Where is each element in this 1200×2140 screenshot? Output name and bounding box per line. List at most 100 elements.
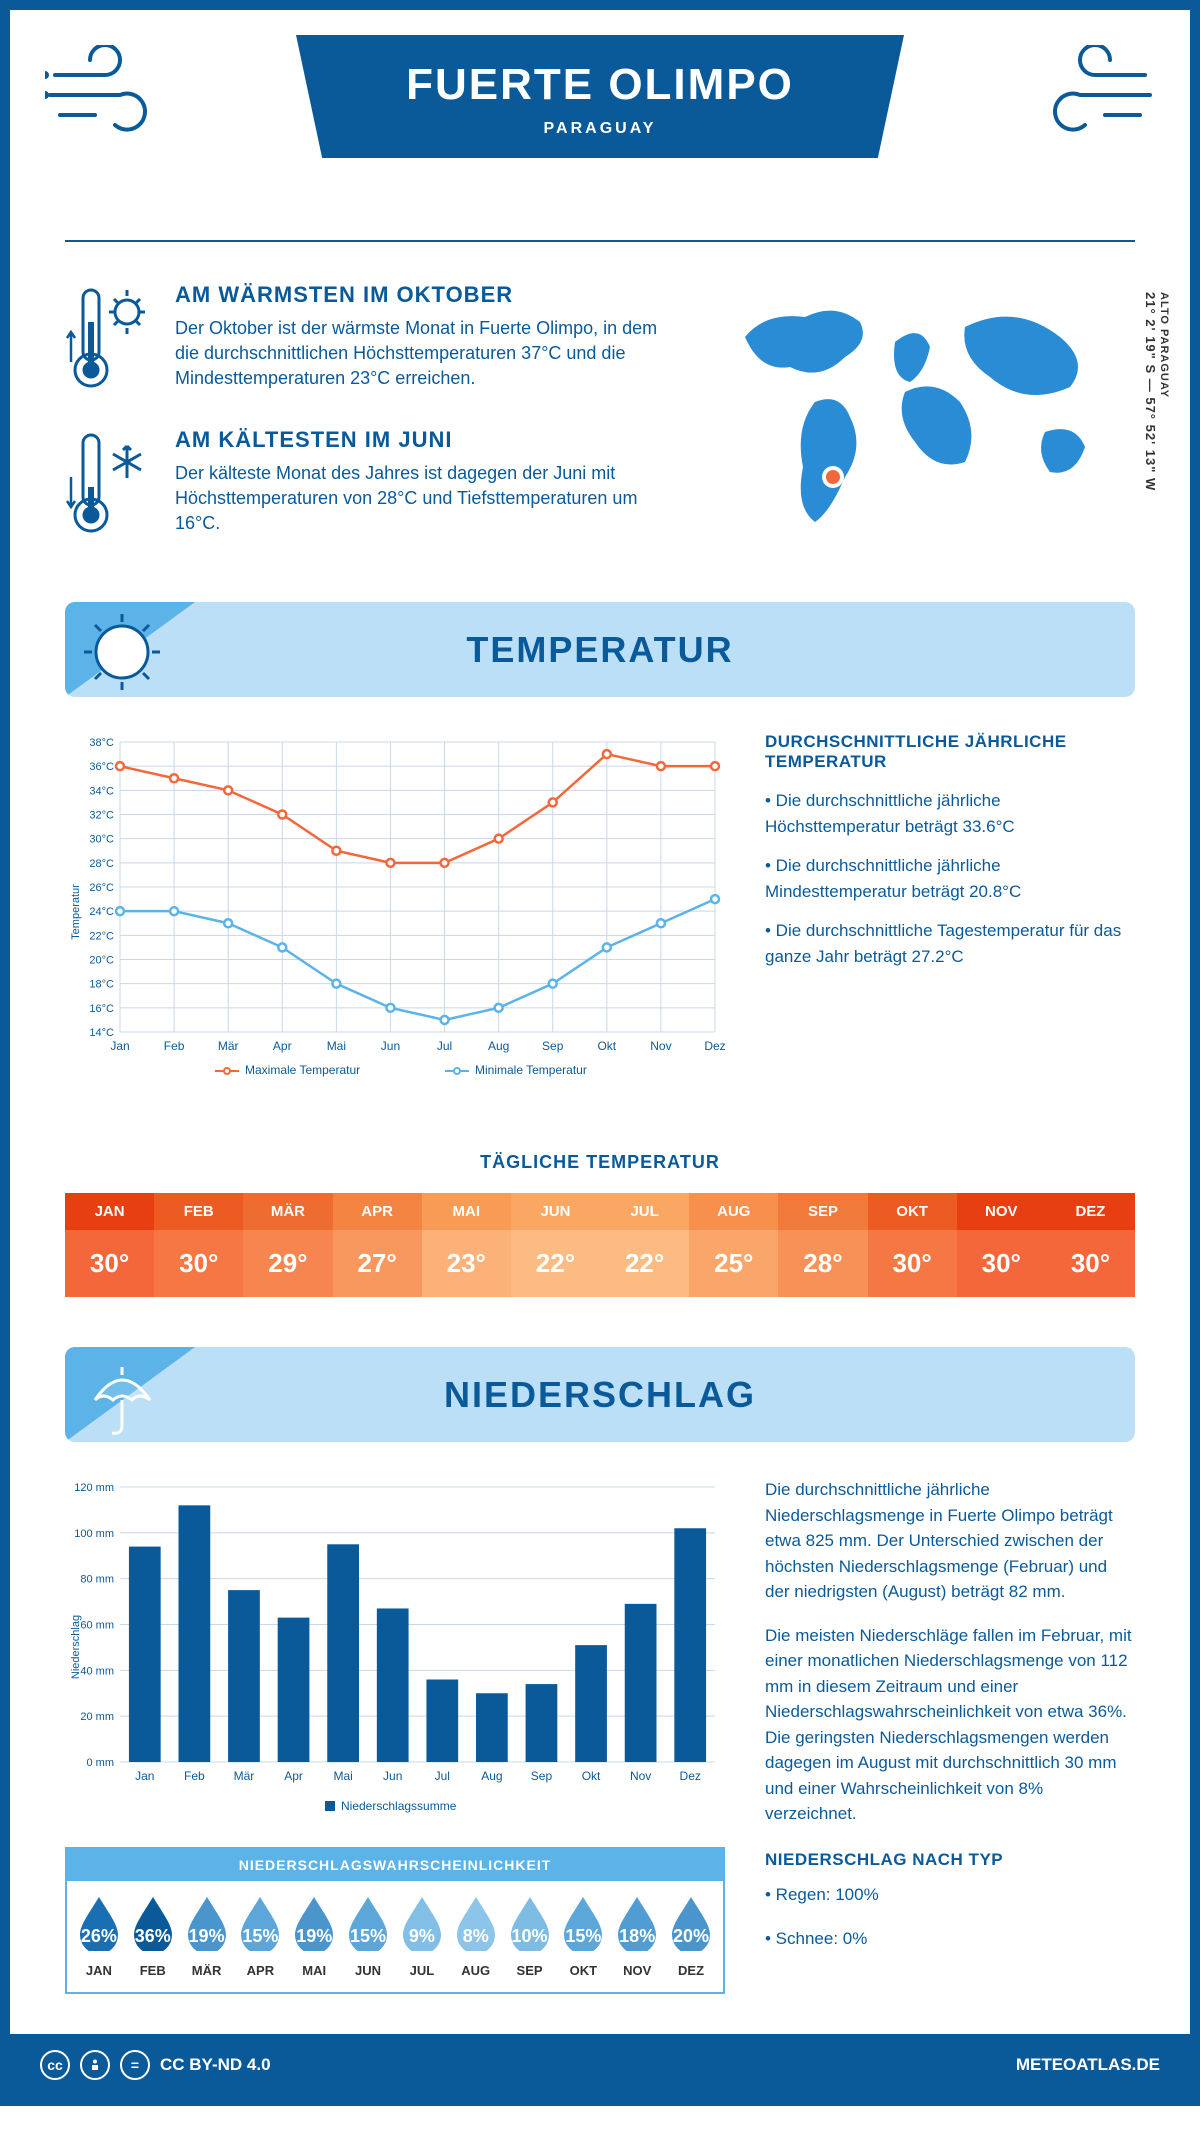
thermometer-snow-icon [65,427,155,537]
svg-text:22°C: 22°C [89,930,114,942]
svg-text:Niederschlag: Niederschlag [70,1615,82,1679]
svg-text:20°C: 20°C [89,955,114,967]
temperature-section-header: TEMPERATUR [65,602,1135,697]
footer: cc = CC BY-ND 4.0 METEOATLAS.DE [10,2034,1190,2096]
svg-text:60 mm: 60 mm [80,1620,114,1632]
prob-cell: 18%NOV [611,1895,663,1978]
wind-icon [45,45,165,145]
svg-text:30°C: 30°C [89,834,114,846]
svg-text:20 mm: 20 mm [80,1711,114,1723]
country-name: PARAGUAY [406,120,794,138]
warmest-fact: AM WÄRMSTEN IM OKTOBER Der Oktober ist d… [65,282,675,392]
svg-text:120 mm: 120 mm [74,1482,114,1494]
svg-text:Sep: Sep [531,1769,553,1783]
daily-col: FEB30° [154,1193,243,1297]
svg-text:80 mm: 80 mm [80,1574,114,1586]
svg-text:Jan: Jan [110,1039,129,1053]
coldest-fact: AM KÄLTESTEN IM JUNI Der kälteste Monat … [65,427,675,537]
prob-cell: 19%MÄR [181,1895,233,1978]
city-name: FUERTE OLIMPO [406,60,794,110]
svg-text:Jan: Jan [135,1769,154,1783]
fact-title: AM KÄLTESTEN IM JUNI [175,427,675,453]
svg-text:34°C: 34°C [89,785,114,797]
svg-text:Temperatur: Temperatur [70,884,82,940]
svg-text:40 mm: 40 mm [80,1665,114,1677]
coordinates: ALTO PARAGUAY 21° 2' 19" S — 57° 52' 13"… [1143,292,1170,491]
svg-text:Aug: Aug [488,1039,509,1053]
svg-text:Jul: Jul [437,1039,452,1053]
precip-probability-table: NIEDERSCHLAGSWAHRSCHEINLICHKEIT 26%JAN36… [65,1847,725,1994]
svg-text:Aug: Aug [481,1769,502,1783]
wind-icon [1035,45,1155,145]
svg-text:Jun: Jun [381,1039,400,1053]
svg-text:16°C: 16°C [89,1003,114,1015]
svg-text:Mär: Mär [218,1039,239,1053]
precip-section-header: NIEDERSCHLAG [65,1347,1135,1442]
prob-cell: 8%AUG [450,1895,502,1978]
svg-text:28°C: 28°C [89,858,114,870]
by-icon [80,2050,110,2080]
svg-text:Minimale Temperatur: Minimale Temperatur [475,1063,587,1077]
daily-col: OKT30° [868,1193,957,1297]
svg-text:Niederschlagssumme: Niederschlagssumme [341,1799,457,1813]
prob-cell: 19%MAI [288,1895,340,1978]
prob-cell: 15%APR [234,1895,286,1978]
cc-icon: cc [40,2050,70,2080]
svg-text:Dez: Dez [680,1769,701,1783]
svg-text:Mär: Mär [234,1769,255,1783]
prob-cell: 15%JUN [342,1895,394,1978]
svg-text:36°C: 36°C [89,761,114,773]
svg-text:Nov: Nov [630,1769,651,1783]
prob-cell: 36%FEB [127,1895,179,1978]
prob-cell: 26%JAN [73,1895,125,1978]
svg-text:Feb: Feb [164,1039,185,1053]
prob-cell: 10%SEP [504,1895,556,1978]
fact-text: Der Oktober ist der wärmste Monat in Fue… [175,316,675,392]
header: FUERTE OLIMPO PARAGUAY [10,10,1190,240]
daily-col: AUG25° [689,1193,778,1297]
fact-text: Der kälteste Monat des Jahres ist dagege… [175,461,675,537]
svg-text:Mai: Mai [327,1039,346,1053]
svg-text:Okt: Okt [582,1769,601,1783]
umbrella-icon [80,1355,165,1440]
daily-temp-title: TÄGLICHE TEMPERATUR [10,1152,1190,1173]
svg-text:38°C: 38°C [89,737,114,749]
site-name: METEOATLAS.DE [1016,2055,1160,2075]
prob-cell: 9%JUL [396,1895,448,1978]
svg-text:26°C: 26°C [89,882,114,894]
nd-icon: = [120,2050,150,2080]
svg-text:Okt: Okt [597,1039,616,1053]
prob-cell: 15%OKT [557,1895,609,1978]
svg-text:Mai: Mai [333,1769,352,1783]
summary-row: AM WÄRMSTEN IM OKTOBER Der Oktober ist d… [10,242,1190,602]
temperature-summary-text: DURCHSCHNITTLICHE JÄHRLICHE TEMPERATUR •… [765,732,1135,1097]
daily-col: NOV30° [957,1193,1046,1297]
svg-text:Sep: Sep [542,1039,564,1053]
svg-text:Apr: Apr [273,1039,292,1053]
daily-col: MÄR29° [243,1193,332,1297]
svg-text:0 mm: 0 mm [87,1757,115,1769]
svg-text:32°C: 32°C [89,810,114,822]
daily-col: MAI23° [422,1193,511,1297]
svg-text:14°C: 14°C [89,1027,114,1039]
svg-text:Maximale Temperatur: Maximale Temperatur [245,1063,360,1077]
daily-col: SEP28° [778,1193,867,1297]
title-banner: FUERTE OLIMPO PARAGUAY [326,35,874,158]
svg-text:Apr: Apr [284,1769,303,1783]
section-title: TEMPERATUR [466,629,733,671]
temperature-line-chart: 14°C16°C18°C20°C22°C24°C26°C28°C30°C32°C… [65,732,725,1097]
fact-title: AM WÄRMSTEN IM OKTOBER [175,282,675,308]
infographic-frame: FUERTE OLIMPO PARAGUAY AM W [0,0,1200,2106]
precip-summary-text: Die durchschnittliche jährliche Niedersc… [765,1477,1135,1994]
svg-text:Dez: Dez [704,1039,725,1053]
svg-text:Jun: Jun [383,1769,402,1783]
svg-text:Feb: Feb [184,1769,205,1783]
daily-col: JAN30° [65,1193,154,1297]
svg-text:Nov: Nov [650,1039,671,1053]
daily-temp-table: JAN30°FEB30°MÄR29°APR27°MAI23°JUN22°JUL2… [65,1193,1135,1297]
license: cc = CC BY-ND 4.0 [40,2050,271,2080]
svg-text:Jul: Jul [435,1769,450,1783]
svg-text:100 mm: 100 mm [74,1528,114,1540]
prob-cell: 20%DEZ [665,1895,717,1978]
precip-bar-chart: 0 mm 20 mm 40 mm 60 mm 80 mm 100 mm 120 mm Jan F… [65,1477,725,1822]
